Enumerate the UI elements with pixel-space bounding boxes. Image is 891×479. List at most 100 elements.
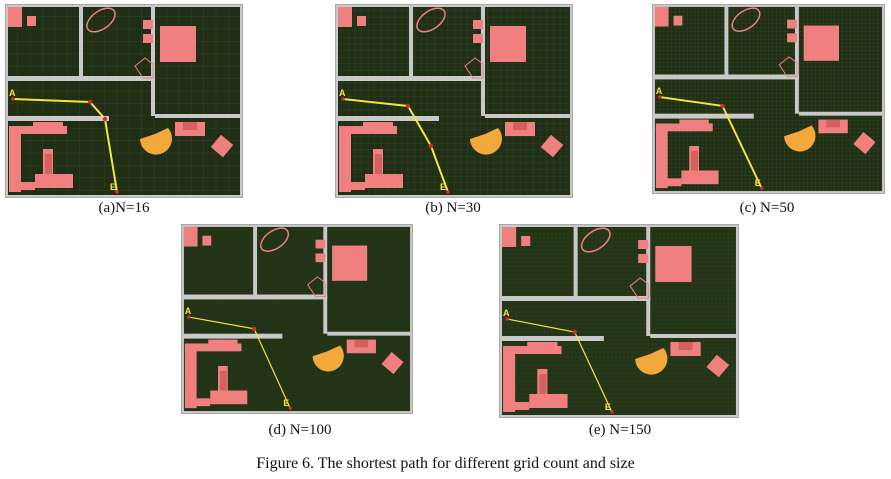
wall (323, 224, 328, 334)
wall (499, 224, 739, 227)
furniture (691, 150, 699, 171)
furniture (315, 239, 326, 249)
wall (181, 294, 328, 300)
end-marker: E (605, 402, 611, 412)
orange-pie (470, 128, 502, 155)
furniture-rotated (540, 134, 564, 158)
end-marker: E (440, 182, 446, 192)
wall (327, 331, 413, 336)
orange-pie (635, 348, 668, 375)
floorplan-map-b: AE (335, 4, 573, 198)
floorplan-map-d: AE (181, 224, 413, 414)
furniture (338, 7, 352, 27)
wall (335, 4, 573, 7)
end-marker: E (755, 178, 761, 188)
furniture (183, 226, 198, 247)
furniture (638, 240, 649, 249)
furniture (665, 178, 682, 187)
furniture (143, 34, 153, 43)
oval-outline (86, 7, 116, 33)
caption-a: (a)N=16 (98, 200, 150, 216)
endpoint (610, 410, 614, 414)
door-outline (464, 57, 484, 79)
caption-b: (b) N=30 (425, 200, 481, 216)
door-outline (307, 276, 326, 297)
waypoint (251, 326, 257, 331)
furniture (529, 394, 568, 408)
endpoint (759, 186, 764, 190)
grid-lines (499, 224, 739, 418)
furniture (315, 253, 326, 263)
wall (499, 224, 503, 418)
wall (5, 76, 155, 81)
furniture (184, 343, 197, 409)
wall (570, 4, 573, 198)
waypoint (405, 103, 411, 109)
endpoint (115, 190, 119, 194)
orange-pie (140, 128, 172, 155)
waypoint (428, 143, 434, 149)
wall (5, 116, 109, 121)
furniture (490, 26, 526, 62)
wall (181, 333, 283, 339)
wall (798, 111, 885, 116)
furniture (219, 370, 227, 391)
door-outline (778, 56, 798, 77)
wall (646, 224, 651, 336)
furniture (521, 236, 531, 246)
wall (882, 4, 885, 194)
wall (735, 224, 739, 418)
endpoint (288, 406, 292, 410)
furniture-rotated (853, 132, 876, 155)
furniture (9, 126, 21, 192)
furniture (638, 254, 649, 263)
furniture (539, 374, 547, 394)
start-marker: A (503, 308, 510, 318)
endpoint (658, 95, 662, 99)
oval-outline (260, 227, 290, 252)
furniture (803, 25, 839, 61)
shortest-path (342, 98, 449, 193)
floorplan-map-a: AE (5, 4, 243, 198)
wall (155, 114, 243, 118)
end-marker: E (283, 398, 289, 408)
wall (650, 334, 739, 338)
furniture (473, 34, 483, 43)
furniture (375, 154, 382, 174)
endpoint (187, 315, 191, 319)
grid-lines (181, 224, 413, 414)
wall (794, 4, 799, 114)
furniture (183, 122, 197, 130)
furniture (208, 339, 238, 349)
oval-outline (731, 7, 761, 32)
wall (253, 224, 258, 299)
furniture (527, 342, 558, 351)
furniture (787, 19, 797, 29)
wall (652, 4, 655, 194)
furniture (35, 174, 73, 188)
wall (499, 296, 651, 301)
caption-e: (e) N=150 (588, 422, 652, 438)
start-marker: A (185, 306, 192, 316)
furniture (655, 246, 692, 282)
floorplan-map-e: AE (499, 224, 739, 418)
furniture-rotated (381, 352, 404, 375)
wall (485, 114, 573, 118)
wall (573, 224, 578, 300)
orange-pie (784, 125, 816, 152)
waypoint (720, 103, 725, 109)
furniture (502, 227, 517, 247)
furniture (673, 15, 683, 26)
furniture (160, 26, 196, 62)
furniture (8, 7, 22, 27)
door-outline (629, 277, 649, 299)
wall (5, 4, 243, 7)
furniture (349, 182, 365, 190)
oval-outline (416, 7, 446, 33)
oval-outline (580, 227, 611, 253)
caption-d: (d) N=100 (268, 422, 332, 438)
